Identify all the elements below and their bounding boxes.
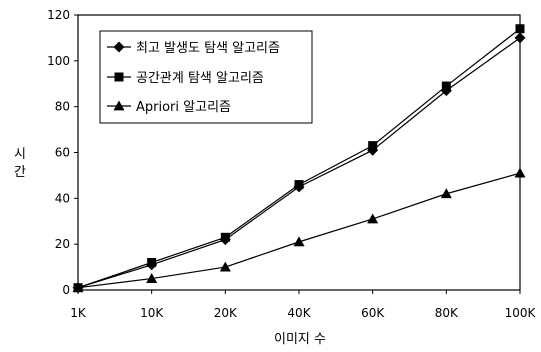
legend-marker bbox=[114, 72, 124, 82]
x-tick-label: 40K bbox=[287, 306, 311, 320]
x-tick-label: 60K bbox=[361, 306, 385, 320]
legend-entry: 최고 발생도 탐색 알고리즘 bbox=[107, 41, 280, 56]
data-point bbox=[293, 236, 305, 247]
data-point bbox=[146, 273, 158, 283]
x-tick-label: 1K bbox=[70, 306, 87, 320]
data-point bbox=[219, 261, 231, 272]
x-tick-label: 100K bbox=[505, 306, 537, 320]
legend-box bbox=[99, 30, 313, 124]
legend-label: 공간관계 탐색 알고리즘 bbox=[136, 71, 264, 86]
x-tick-label: 20K bbox=[214, 306, 238, 320]
y-tick-label: 80 bbox=[55, 100, 70, 114]
y-tick-label: 0 bbox=[62, 283, 70, 297]
legend-label: Apriori 알고리즘 bbox=[136, 100, 231, 115]
series-3 bbox=[72, 167, 526, 293]
data-point bbox=[368, 141, 378, 151]
y-tick-label: 20 bbox=[55, 237, 70, 251]
x-axis-title: 이미지 수 bbox=[274, 332, 326, 347]
data-point bbox=[441, 81, 451, 91]
x-tick-label: 80K bbox=[435, 306, 459, 320]
y-tick-label: 100 bbox=[47, 54, 70, 68]
y-tick-label: 120 bbox=[47, 8, 70, 22]
data-point bbox=[515, 24, 525, 34]
y-tick-label: 40 bbox=[55, 191, 70, 205]
data-point bbox=[514, 32, 526, 44]
ticks: 0 20 40 60 80 100 120 1K 10K 20K 40K 60K 80K 100K bbox=[47, 8, 536, 320]
legend-entry: Apriori 알고리즘 bbox=[107, 100, 231, 115]
data-point bbox=[367, 213, 379, 224]
series-layer bbox=[72, 24, 526, 294]
data-point bbox=[220, 232, 230, 242]
x-tick-label: 10K bbox=[140, 306, 164, 320]
data-point bbox=[294, 180, 304, 190]
y-tick-label: 60 bbox=[55, 146, 70, 160]
data-point bbox=[514, 167, 526, 178]
legend-entry: 공간관계 탐색 알고리즘 bbox=[107, 71, 264, 86]
data-point bbox=[440, 188, 452, 199]
data-point bbox=[147, 258, 157, 267]
legend-label: 최고 발생도 탐색 알고리즘 bbox=[136, 41, 280, 56]
legend-marker bbox=[113, 41, 125, 53]
legend-marker bbox=[113, 100, 125, 111]
